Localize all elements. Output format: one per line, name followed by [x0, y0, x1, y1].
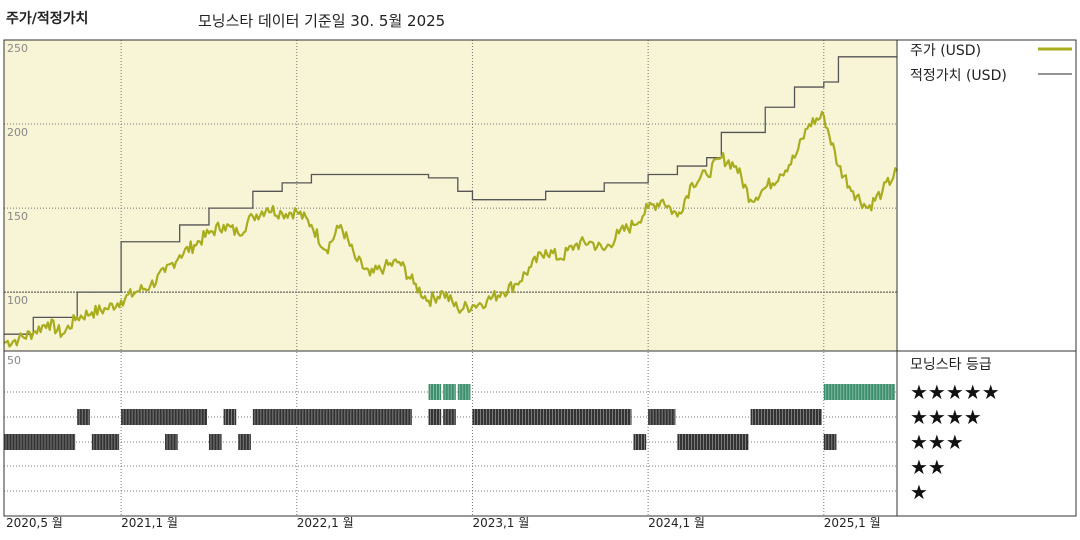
rating-bar-fill — [823, 384, 895, 400]
rating-bar-3-star — [677, 434, 749, 450]
rating-bar-5-star — [823, 384, 896, 400]
rating-bar-fill — [4, 434, 76, 450]
y-tick-label: 100 — [7, 294, 28, 307]
fair-value-line — [4, 56, 897, 335]
rating-bar-fill — [238, 434, 251, 450]
x-tick-label: 2020,5 월 — [6, 516, 63, 530]
rating-bar-3-star — [208, 434, 222, 450]
series-lines — [3, 56, 898, 348]
upper-panel-background — [4, 40, 897, 351]
rating-bar-3-star — [238, 434, 251, 450]
outer-frame — [3, 39, 1077, 517]
chart-labels: 100 150 200 250 2020,5 월 2021,1 월 2022,1 월 2023… — [6, 42, 1072, 530]
rating-bar-4-star — [648, 409, 676, 425]
rating-stars-3: ★★★ — [910, 430, 964, 454]
x-tick-label: 2022,1 월 — [297, 516, 354, 530]
rating-bar-fill — [121, 409, 207, 425]
rating-bar-4-star — [252, 409, 412, 425]
chart-title: 주가/적정가치 — [6, 11, 89, 27]
price-line — [3, 110, 898, 348]
rating-bar-fill — [443, 384, 456, 400]
rating-bar-fill — [677, 434, 749, 450]
rating-panel-title: 모닝스타 등급 — [910, 357, 992, 373]
y-tick-label: 150 — [7, 210, 28, 223]
lower-gridlines — [4, 391, 897, 492]
rating-bar-5-star — [443, 384, 456, 400]
rating-bar-fill — [648, 409, 676, 425]
rating-bar-5-star — [457, 384, 471, 400]
rating-bar-fill — [165, 434, 178, 450]
rating-bar-fill — [252, 409, 412, 425]
rating-bar-fill — [223, 409, 237, 425]
rating-bar-4-star — [443, 409, 456, 425]
rating-bar-fill — [633, 434, 647, 450]
rating-bar-fill — [457, 384, 471, 400]
rating-bar-fill — [208, 434, 222, 450]
rating-stars-2: ★★ — [910, 455, 946, 479]
rating-stars-5: ★★★★★ — [910, 380, 1000, 404]
rating-bar-3-star — [4, 434, 76, 450]
rating-bar-4-star — [750, 409, 822, 425]
rating-bars — [4, 384, 896, 450]
rating-bar-fill — [91, 434, 120, 450]
rating-bar-5-star — [428, 384, 442, 400]
rating-bar-4-star — [428, 409, 442, 425]
legend-fair-label: 적정가치 (USD) — [910, 68, 1007, 84]
rating-scale-label: 50 — [7, 354, 21, 367]
rating-bar-fill — [443, 409, 456, 425]
rating-bar-fill — [428, 384, 442, 400]
rating-bar-3-star — [823, 434, 837, 450]
rating-bar-4-star — [77, 409, 90, 425]
rating-stars-1: ★ — [910, 480, 928, 504]
rating-bar-fill — [428, 409, 442, 425]
rating-bar-3-star — [165, 434, 178, 450]
rating-bar-fill — [750, 409, 822, 425]
rating-bar-4-star — [121, 409, 207, 425]
x-tick-label: 2025,1 월 — [824, 516, 881, 530]
x-tick-label: 2023,1 월 — [472, 516, 529, 530]
rating-bar-fill — [823, 434, 837, 450]
y-tick-label: 250 — [7, 42, 28, 55]
rating-bar-3-star — [91, 434, 120, 450]
rating-bar-fill — [77, 409, 90, 425]
x-tick-label: 2021,1 월 — [121, 516, 178, 530]
rating-bar-3-star — [633, 434, 647, 450]
rating-bar-fill — [472, 409, 632, 425]
plot-area-fill — [4, 40, 897, 351]
x-tick-label: 2024,1 월 — [648, 516, 705, 530]
rating-bar-4-star — [223, 409, 237, 425]
chart-subtitle: 모닝스타 데이터 기준일 30. 5월 2025 — [198, 12, 446, 30]
rating-bar-4-star — [472, 409, 632, 425]
y-tick-label: 200 — [7, 126, 28, 139]
legend-price-label: 주가 (USD) — [910, 43, 981, 59]
chart-frame — [3, 39, 1077, 517]
rating-stars-4: ★★★★ — [910, 405, 982, 429]
